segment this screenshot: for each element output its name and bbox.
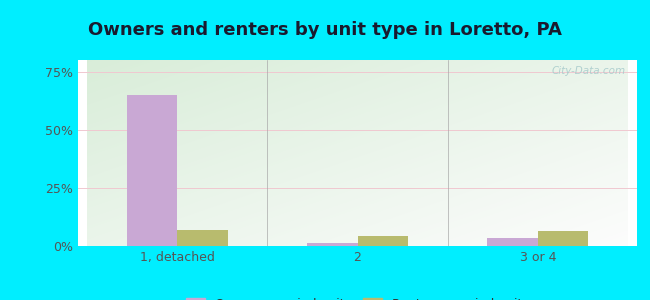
Bar bbox=[538, 231, 588, 246]
Bar bbox=[127, 95, 177, 246]
Text: Owners and renters by unit type in Loretto, PA: Owners and renters by unit type in Loret… bbox=[88, 21, 562, 39]
Text: City-Data.com: City-Data.com bbox=[552, 66, 626, 76]
Bar bbox=[307, 242, 358, 246]
Bar bbox=[358, 236, 408, 246]
Bar bbox=[177, 230, 228, 246]
Legend: Owner occupied units, Renter occupied units: Owner occupied units, Renter occupied un… bbox=[181, 293, 534, 300]
Bar bbox=[488, 238, 538, 246]
